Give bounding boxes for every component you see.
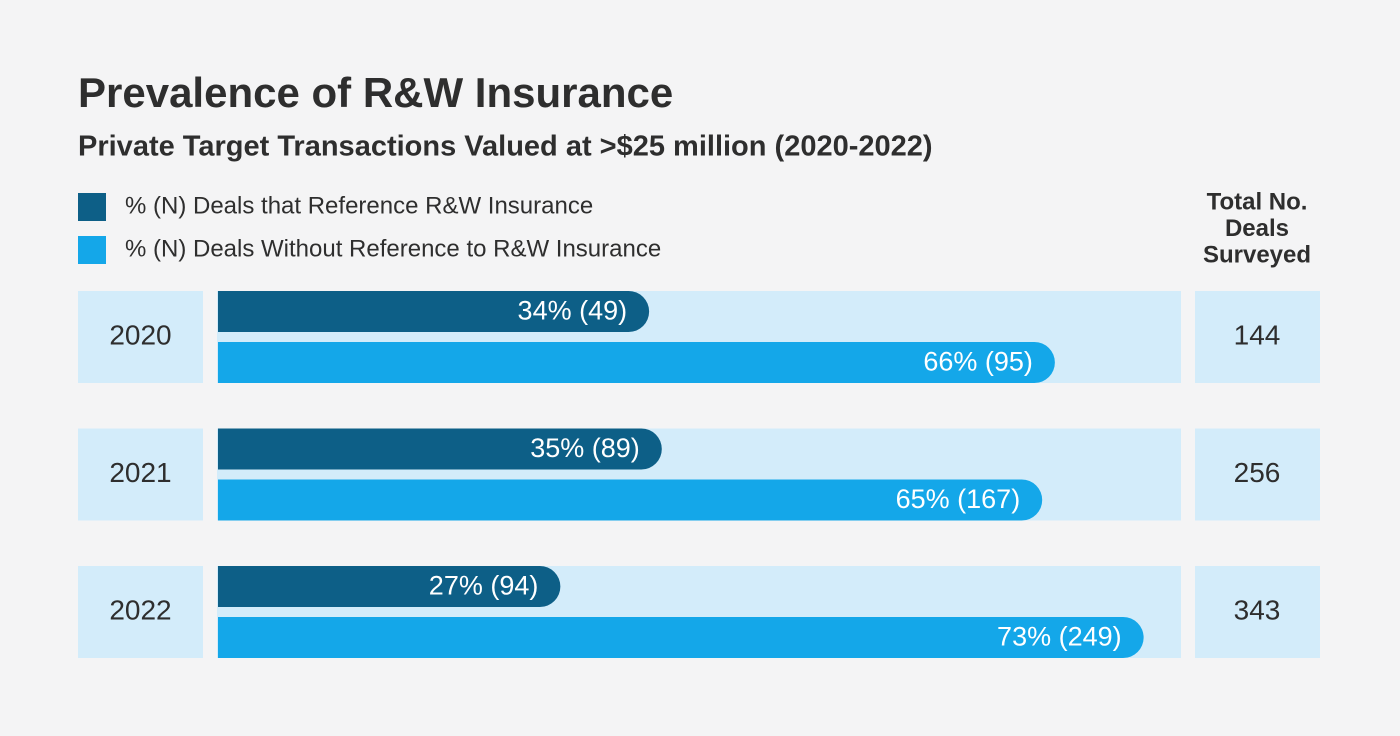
- total-value: 343: [1234, 594, 1281, 625]
- chart-subtitle: Private Target Transactions Valued at >$…: [78, 131, 933, 163]
- totals-header: Surveyed: [1203, 241, 1311, 268]
- bar: [218, 342, 1055, 383]
- total-value: 144: [1234, 319, 1281, 350]
- total-value: 256: [1234, 457, 1281, 488]
- category-label: 2020: [109, 319, 171, 350]
- bar: [218, 428, 662, 470]
- legend-label: % (N) Deals Without Reference to R&W Ins…: [125, 235, 661, 262]
- legend-label: % (N) Deals that Reference R&W Insurance: [125, 192, 593, 219]
- bar: [218, 479, 1043, 521]
- legend-swatch: [78, 193, 106, 221]
- legend-swatch: [78, 236, 106, 264]
- category-label: 2021: [109, 457, 171, 488]
- value-label: 65% (167): [896, 484, 1021, 514]
- total-cell: [1195, 428, 1320, 521]
- totals-header: Deals: [1225, 215, 1289, 242]
- value-label: 35% (89): [530, 433, 640, 463]
- category-label: 2022: [109, 594, 171, 625]
- year-cell: [78, 291, 203, 383]
- chart-title: Prevalence of R&W Insurance: [78, 69, 673, 116]
- value-label: 27% (94): [429, 571, 539, 601]
- value-label: 73% (249): [997, 622, 1122, 652]
- total-cell: [1195, 291, 1320, 383]
- total-cell: [1195, 566, 1320, 658]
- bar: [218, 566, 561, 607]
- value-label: 34% (49): [518, 296, 628, 326]
- year-cell: [78, 566, 203, 658]
- bar: [218, 617, 1144, 658]
- totals-header: Total No.: [1207, 188, 1308, 215]
- year-cell: [78, 428, 203, 521]
- bar: [218, 291, 650, 332]
- value-label: 66% (95): [923, 347, 1033, 377]
